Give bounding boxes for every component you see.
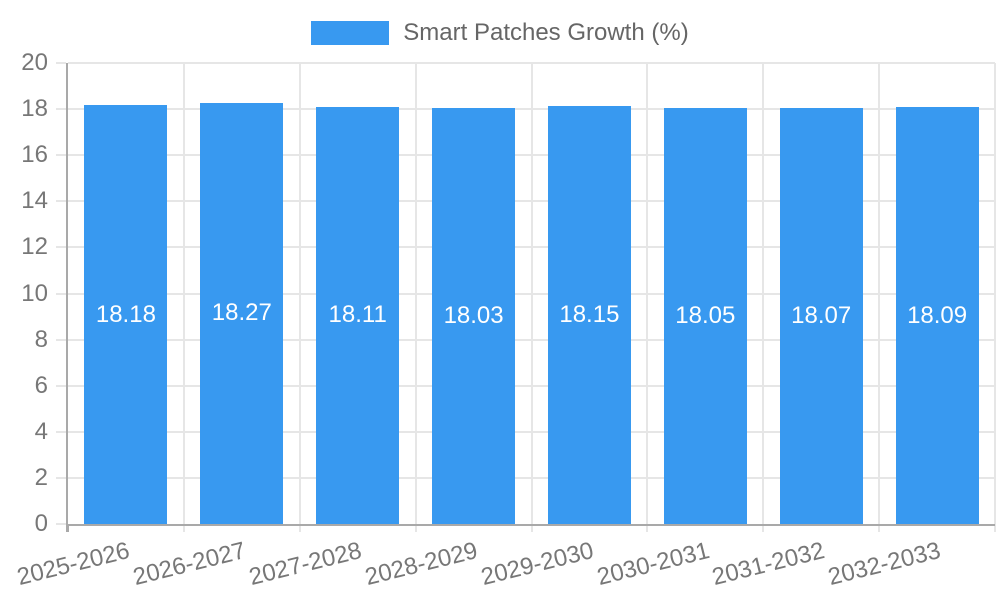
ytick-mark-12 bbox=[56, 246, 66, 248]
xtick-mark-8 bbox=[994, 524, 996, 532]
bar-value-label-2032-2033: 18.09 bbox=[907, 301, 968, 329]
bar-value-label-2029-2030: 18.15 bbox=[559, 300, 620, 328]
gridline-x-2 bbox=[299, 63, 301, 524]
y-axis-label-18: 18 bbox=[21, 95, 48, 122]
bar-2032-2033[interactable] bbox=[895, 107, 979, 524]
x-axis-label-2025-2026: 2025-2026 bbox=[14, 537, 133, 591]
y-axis-label-14: 14 bbox=[21, 187, 48, 214]
bar-value-label-2030-2031: 18.05 bbox=[675, 302, 736, 329]
x-axis-label-2029-2030: 2029-2030 bbox=[478, 537, 596, 591]
bar-value-label-2026-2027: 18.27 bbox=[211, 299, 272, 327]
ytick-mark-20 bbox=[56, 62, 66, 64]
x-axis-label-2026-2027: 2026-2027 bbox=[130, 537, 249, 591]
gridline-x-4 bbox=[531, 63, 533, 524]
ytick-mark-16 bbox=[56, 154, 66, 156]
x-axis-label-2031-2032: 2031-2032 bbox=[709, 537, 828, 591]
bar-2026-2027[interactable] bbox=[200, 102, 284, 524]
y-axis-label-12: 12 bbox=[21, 233, 48, 260]
gridline-x-7 bbox=[878, 63, 880, 524]
x-axis-label-2030-2031: 2030-2031 bbox=[593, 537, 712, 591]
xtick-mark-3 bbox=[415, 524, 417, 532]
xtick-mark-1 bbox=[183, 524, 185, 532]
xtick-mark-5 bbox=[646, 524, 648, 532]
y-axis-label-10: 10 bbox=[21, 280, 48, 307]
y-axis-label-8: 8 bbox=[34, 326, 48, 353]
xtick-mark-7 bbox=[878, 524, 880, 532]
y-axis-line bbox=[66, 63, 68, 532]
bar-value-label-2025-2026: 18.18 bbox=[95, 300, 156, 328]
x-axis-label-2032-2033: 2032-2033 bbox=[825, 537, 944, 591]
bar-value-label-2031-2032: 18.07 bbox=[791, 301, 852, 329]
chart-legend-item[interactable]: Smart Patches Growth (%) bbox=[0, 16, 1000, 50]
xtick-mark-6 bbox=[762, 524, 764, 532]
ytick-mark-18 bbox=[56, 108, 66, 110]
gridline-x-5 bbox=[646, 63, 648, 524]
xtick-mark-0 bbox=[67, 524, 69, 532]
gridline-x-3 bbox=[415, 63, 417, 524]
y-axis-label-16: 16 bbox=[21, 141, 48, 168]
xtick-mark-2 bbox=[299, 524, 301, 532]
y-axis-label-2: 2 bbox=[34, 464, 48, 491]
legend-swatch bbox=[311, 21, 390, 45]
gridline-x-8 bbox=[994, 63, 996, 524]
ytick-mark-4 bbox=[56, 431, 66, 433]
gridline-x-1 bbox=[183, 63, 185, 524]
xtick-mark-4 bbox=[531, 524, 533, 532]
x-axis-label-2028-2029: 2028-2029 bbox=[362, 537, 481, 591]
x-axis-label-2027-2028: 2027-2028 bbox=[246, 537, 365, 591]
bar-2030-2031[interactable] bbox=[663, 107, 747, 524]
bar-value-label-2027-2028: 18.11 bbox=[328, 301, 387, 329]
x-axis-line bbox=[66, 524, 995, 526]
bar-2031-2032[interactable] bbox=[779, 107, 863, 524]
ytick-mark-2 bbox=[56, 477, 66, 479]
bar-2027-2028[interactable] bbox=[316, 106, 400, 524]
gridline-x-6 bbox=[762, 63, 764, 524]
bar-2025-2026[interactable] bbox=[84, 105, 168, 524]
bar-value-label-2028-2029: 18.03 bbox=[443, 302, 504, 330]
y-axis-label-0: 0 bbox=[34, 510, 48, 537]
ytick-mark-0 bbox=[56, 523, 66, 525]
y-axis-label-6: 6 bbox=[34, 372, 48, 399]
ytick-mark-6 bbox=[56, 385, 66, 387]
bar-2028-2029[interactable] bbox=[432, 108, 516, 524]
legend-label: Smart Patches Growth (%) bbox=[403, 19, 689, 46]
ytick-mark-8 bbox=[56, 339, 66, 341]
y-axis-label-20: 20 bbox=[21, 49, 48, 76]
y-axis-label-4: 4 bbox=[34, 418, 48, 445]
ytick-mark-14 bbox=[56, 200, 66, 202]
ytick-mark-10 bbox=[56, 293, 66, 295]
bar-2029-2030[interactable] bbox=[547, 105, 631, 524]
